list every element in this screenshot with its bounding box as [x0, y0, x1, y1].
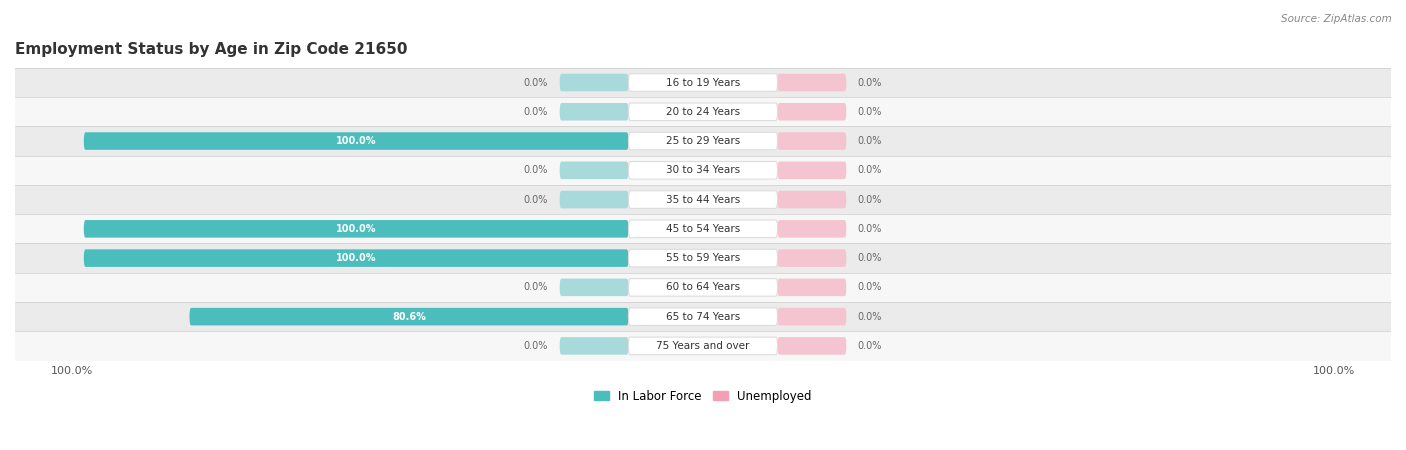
- Text: 0.0%: 0.0%: [858, 77, 882, 87]
- Text: 0.0%: 0.0%: [858, 107, 882, 117]
- FancyBboxPatch shape: [560, 191, 628, 208]
- Text: 0.0%: 0.0%: [858, 194, 882, 205]
- Text: 0.0%: 0.0%: [858, 341, 882, 351]
- Text: 0.0%: 0.0%: [524, 165, 548, 176]
- FancyBboxPatch shape: [778, 279, 846, 296]
- FancyBboxPatch shape: [628, 132, 778, 150]
- FancyBboxPatch shape: [778, 249, 846, 267]
- Text: 60 to 64 Years: 60 to 64 Years: [666, 282, 740, 292]
- Text: 0.0%: 0.0%: [858, 136, 882, 146]
- Legend: In Labor Force, Unemployed: In Labor Force, Unemployed: [589, 385, 817, 407]
- Text: 0.0%: 0.0%: [858, 282, 882, 292]
- Bar: [15, 126, 1391, 156]
- FancyBboxPatch shape: [190, 308, 628, 325]
- Bar: [15, 243, 1391, 273]
- Text: Source: ZipAtlas.com: Source: ZipAtlas.com: [1281, 14, 1392, 23]
- Text: 55 to 59 Years: 55 to 59 Years: [666, 253, 740, 263]
- Bar: [15, 273, 1391, 302]
- FancyBboxPatch shape: [84, 220, 628, 238]
- FancyBboxPatch shape: [628, 191, 778, 208]
- FancyBboxPatch shape: [778, 103, 846, 121]
- Text: 100.0%: 100.0%: [336, 253, 377, 263]
- Bar: [15, 156, 1391, 185]
- Bar: [15, 331, 1391, 360]
- Text: 0.0%: 0.0%: [858, 165, 882, 176]
- Bar: [15, 97, 1391, 126]
- FancyBboxPatch shape: [628, 162, 778, 179]
- FancyBboxPatch shape: [84, 132, 628, 150]
- FancyBboxPatch shape: [560, 103, 628, 121]
- FancyBboxPatch shape: [560, 162, 628, 179]
- FancyBboxPatch shape: [628, 103, 778, 121]
- FancyBboxPatch shape: [778, 132, 846, 150]
- FancyBboxPatch shape: [560, 74, 628, 91]
- FancyBboxPatch shape: [628, 220, 778, 238]
- FancyBboxPatch shape: [778, 162, 846, 179]
- FancyBboxPatch shape: [778, 220, 846, 238]
- Bar: [15, 302, 1391, 331]
- Bar: [15, 68, 1391, 97]
- FancyBboxPatch shape: [560, 279, 628, 296]
- Text: 80.6%: 80.6%: [392, 312, 426, 322]
- Text: 0.0%: 0.0%: [858, 253, 882, 263]
- FancyBboxPatch shape: [778, 191, 846, 208]
- Bar: [15, 185, 1391, 214]
- Text: Employment Status by Age in Zip Code 21650: Employment Status by Age in Zip Code 216…: [15, 42, 408, 57]
- Text: 0.0%: 0.0%: [858, 312, 882, 322]
- Text: 20 to 24 Years: 20 to 24 Years: [666, 107, 740, 117]
- Text: 0.0%: 0.0%: [524, 194, 548, 205]
- FancyBboxPatch shape: [628, 308, 778, 325]
- FancyBboxPatch shape: [560, 337, 628, 355]
- FancyBboxPatch shape: [84, 249, 628, 267]
- Text: 45 to 54 Years: 45 to 54 Years: [666, 224, 740, 234]
- Text: 0.0%: 0.0%: [858, 224, 882, 234]
- Text: 16 to 19 Years: 16 to 19 Years: [666, 77, 740, 87]
- FancyBboxPatch shape: [628, 249, 778, 267]
- Text: 0.0%: 0.0%: [524, 282, 548, 292]
- FancyBboxPatch shape: [778, 308, 846, 325]
- Text: 100.0%: 100.0%: [336, 136, 377, 146]
- Text: 30 to 34 Years: 30 to 34 Years: [666, 165, 740, 176]
- FancyBboxPatch shape: [628, 337, 778, 355]
- FancyBboxPatch shape: [778, 337, 846, 355]
- Text: 100.0%: 100.0%: [336, 224, 377, 234]
- Text: 35 to 44 Years: 35 to 44 Years: [666, 194, 740, 205]
- FancyBboxPatch shape: [778, 74, 846, 91]
- FancyBboxPatch shape: [628, 74, 778, 91]
- Text: 65 to 74 Years: 65 to 74 Years: [666, 312, 740, 322]
- Text: 0.0%: 0.0%: [524, 77, 548, 87]
- Text: 0.0%: 0.0%: [524, 341, 548, 351]
- Text: 75 Years and over: 75 Years and over: [657, 341, 749, 351]
- FancyBboxPatch shape: [628, 279, 778, 296]
- Text: 25 to 29 Years: 25 to 29 Years: [666, 136, 740, 146]
- Bar: [15, 214, 1391, 243]
- Text: 0.0%: 0.0%: [524, 107, 548, 117]
